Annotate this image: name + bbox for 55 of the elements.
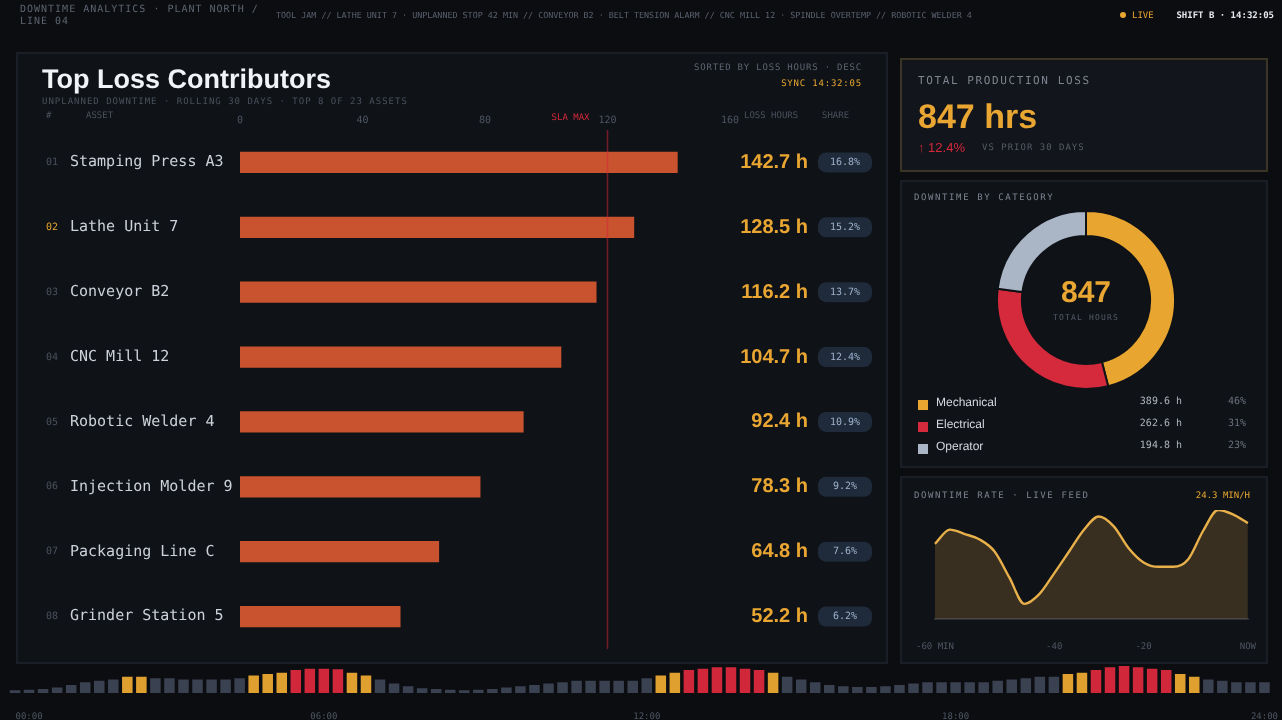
bar — [753, 670, 765, 693]
data-label: 64.8 h — [751, 541, 808, 564]
bar — [781, 676, 793, 693]
bar — [240, 476, 481, 498]
bar — [697, 668, 709, 693]
bar — [240, 605, 401, 628]
bar — [388, 683, 400, 693]
bar — [240, 216, 635, 238]
bar — [346, 672, 358, 693]
data-label: 52.2 h — [751, 606, 808, 629]
bar — [79, 682, 91, 693]
bar — [374, 679, 386, 693]
bar — [767, 672, 779, 693]
bar — [290, 670, 302, 693]
bar — [1189, 676, 1200, 693]
text: 847 — [1060, 276, 1112, 311]
bar — [1090, 670, 1102, 693]
bar — [1020, 678, 1032, 693]
bar — [1062, 674, 1074, 693]
bar — [1132, 667, 1144, 693]
bar — [402, 686, 414, 693]
data-label: 104.7 h — [740, 346, 808, 369]
bar — [360, 675, 372, 693]
bar — [1160, 670, 1172, 693]
data-label: 78.3 h — [751, 476, 808, 499]
bar — [240, 411, 524, 433]
bar — [240, 541, 440, 563]
bar — [1174, 674, 1186, 693]
bar — [1118, 666, 1130, 693]
bar — [1034, 676, 1046, 693]
bar — [1104, 667, 1116, 693]
bar — [332, 669, 344, 693]
bar — [725, 667, 737, 693]
data-label: 128.5 h — [740, 216, 808, 239]
bar — [318, 668, 330, 693]
data-label: 92.4 h — [751, 411, 808, 434]
bar — [240, 346, 562, 368]
bar — [739, 668, 751, 693]
bar — [669, 672, 681, 693]
bar — [1146, 668, 1158, 693]
bar — [1048, 676, 1060, 693]
data-label: 142.7 h — [740, 151, 808, 174]
bar — [240, 281, 597, 303]
bar — [1076, 672, 1088, 693]
text: 847 hrs — [918, 98, 1038, 138]
bar — [711, 667, 723, 693]
bar — [795, 679, 807, 693]
data-label: 116.2 h — [741, 281, 808, 304]
bar — [304, 668, 316, 693]
chart-title: Top Loss Contributors — [42, 64, 331, 96]
bar — [65, 684, 77, 693]
bar — [240, 151, 678, 174]
bar — [809, 682, 821, 693]
bar — [683, 670, 695, 693]
bar — [655, 675, 667, 693]
